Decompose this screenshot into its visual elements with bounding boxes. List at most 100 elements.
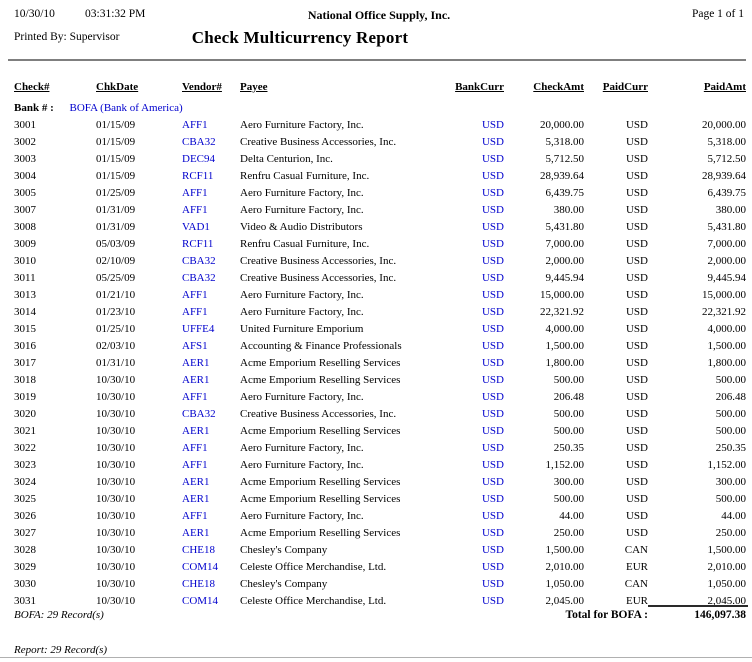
check-number-cell: 3022 (14, 442, 36, 454)
bank-curr-cell: USD (481, 153, 504, 165)
vendor-cell: CBA32 (182, 136, 216, 148)
payee-cell: Acme Emporium Reselling Services (240, 527, 401, 539)
chk-date-cell: 10/30/10 (96, 493, 136, 505)
check-amt-cell: 1,800.00 (545, 357, 585, 369)
paid-curr-cell: USD (625, 272, 648, 284)
bank-curr-cell: USD (481, 561, 504, 573)
chk-date-cell: 10/30/10 (96, 391, 136, 403)
bank-curr-cell: USD (481, 459, 504, 471)
table-row: 3028 10/30/10 CHE18 Chesley's Company USD 1,5… (14, 542, 746, 559)
vendor-cell: CBA32 (182, 272, 216, 284)
table-row: 3031 10/30/10 COM14 Celeste Office Merchand… (14, 593, 746, 610)
paid-curr-cell: USD (625, 238, 648, 250)
check-amt-cell: 500.00 (553, 425, 584, 437)
vendor-cell: UFFE4 (182, 323, 215, 335)
chk-date-cell: 01/23/10 (96, 306, 136, 318)
payee-cell: Creative Business Accessories, Inc. (240, 272, 397, 284)
col-header-bank-curr: BankCurr (455, 81, 504, 93)
payee-cell: United Furniture Emporium (240, 323, 364, 335)
bank-group-row: Bank # : BOFA (Bank of America) (14, 100, 746, 117)
table-row: 3022 10/30/10 AFF1 Aero Furniture Factory, … (14, 440, 746, 457)
chk-date-cell: 10/30/10 (96, 425, 136, 437)
col-header-chk-date: ChkDate (96, 81, 139, 93)
paid-amt-cell: 5,712.50 (707, 153, 747, 165)
check-number-cell: 3029 (14, 561, 36, 573)
table-row: 3025 10/30/10 AER1 Acme Emporium Reselling … (14, 491, 746, 508)
check-amt-cell: 2,045.00 (545, 595, 585, 607)
paid-curr-cell: USD (625, 289, 648, 301)
check-amt-cell: 380.00 (553, 204, 584, 216)
col-header-payee: Payee (240, 81, 268, 93)
payee-cell: Delta Centurion, Inc. (240, 153, 333, 165)
check-amt-cell: 1,500.00 (545, 544, 585, 556)
bank-curr-cell: USD (481, 289, 504, 301)
table-row: 3010 02/10/09 CBA32 Creative Business Acces… (14, 253, 746, 270)
bank-curr-cell: USD (481, 544, 504, 556)
bank-curr-cell: USD (481, 442, 504, 454)
page-bottom-rule (0, 657, 752, 658)
paid-amt-cell: 44.00 (721, 510, 746, 522)
vendor-cell: AFF1 (182, 187, 208, 199)
check-number-cell: 3031 (14, 595, 36, 607)
check-amt-cell: 7,000.00 (545, 238, 585, 250)
table-row: 3007 01/31/09 AFF1 Aero Furniture Factory, … (14, 202, 746, 219)
paid-amt-cell: 9,445.94 (707, 272, 747, 284)
print-time: 03:31:32 PM (85, 8, 146, 20)
paid-curr-cell: USD (625, 493, 648, 505)
chk-date-cell: 10/30/10 (96, 374, 136, 386)
chk-date-cell: 10/30/10 (96, 510, 136, 522)
check-number-cell: 3017 (14, 357, 36, 369)
table-row: 3021 10/30/10 AER1 Acme Emporium Reselling … (14, 423, 746, 440)
payee-cell: Creative Business Accessories, Inc. (240, 255, 397, 267)
check-amt-cell: 2,000.00 (545, 255, 585, 267)
payee-cell: Acme Emporium Reselling Services (240, 374, 401, 386)
bank-curr-cell: USD (481, 136, 504, 148)
table-row: 3014 01/23/10 AFF1 Aero Furniture Factory, … (14, 304, 746, 321)
payee-cell: Celeste Office Merchandise, Ltd. (240, 595, 387, 607)
check-amt-cell: 5,712.50 (545, 153, 585, 165)
report-header-line: 10/30/10 03:31:32 PM National Office Sup… (14, 8, 744, 24)
paid-amt-cell: 1,152.00 (707, 459, 747, 471)
vendor-cell: AFF1 (182, 289, 208, 301)
paid-curr-cell: CAN (624, 578, 648, 590)
payee-cell: Renfru Casual Furniture, Inc. (240, 170, 370, 182)
paid-amt-cell: 7,000.00 (707, 238, 747, 250)
check-amt-cell: 300.00 (553, 476, 584, 488)
bank-curr-cell: USD (481, 204, 504, 216)
chk-date-cell: 02/10/09 (96, 255, 136, 267)
column-header-row: Check# ChkDate Vendor# Payee BankCurr Ch… (14, 74, 746, 100)
col-header-paid-amt: PaidAmt (703, 81, 746, 93)
table-row: 3002 01/15/09 CBA32 Creative Business Acces… (14, 134, 746, 151)
payee-cell: Accounting & Finance Professionals (240, 340, 402, 352)
chk-date-cell: 01/31/10 (96, 357, 136, 369)
table-row: 3009 05/03/09 RCF11 Renfru Casual Furniture… (14, 236, 746, 253)
paid-curr-cell: USD (625, 340, 648, 352)
vendor-cell: AFF1 (182, 119, 208, 131)
payee-cell: Renfru Casual Furniture, Inc. (240, 238, 370, 250)
chk-date-cell: 01/15/09 (96, 170, 136, 182)
table-row: 3018 10/30/10 AER1 Acme Emporium Reselling … (14, 372, 746, 389)
payee-cell: Aero Furniture Factory, Inc. (240, 289, 364, 301)
paid-amt-cell: 4,000.00 (707, 323, 747, 335)
vendor-cell: CBA32 (182, 255, 216, 267)
check-amt-cell: 9,445.94 (545, 272, 585, 284)
payee-cell: Aero Furniture Factory, Inc. (240, 442, 364, 454)
vendor-cell: AER1 (182, 425, 210, 437)
check-number-cell: 3011 (14, 272, 36, 284)
table-row: 3024 10/30/10 AER1 Acme Emporium Reselling … (14, 474, 746, 491)
table-row: 3015 01/25/10 UFFE4 United Furniture Empori… (14, 321, 746, 338)
payee-cell: Chesley's Company (240, 544, 328, 556)
paid-amt-cell: 250.00 (715, 527, 746, 539)
vendor-cell: DEC94 (182, 153, 215, 165)
check-number-cell: 3013 (14, 289, 36, 301)
paid-curr-cell: USD (625, 510, 648, 522)
check-amt-cell: 206.48 (553, 391, 584, 403)
table-row: 3004 01/15/09 RCF11 Renfru Casual Furniture… (14, 168, 746, 185)
chk-date-cell: 05/03/09 (96, 238, 136, 250)
bank-label: Bank # : (14, 102, 54, 114)
chk-date-cell: 10/30/10 (96, 442, 136, 454)
bank-curr-cell: USD (481, 578, 504, 590)
payee-cell: Acme Emporium Reselling Services (240, 493, 401, 505)
total-for-bank-label: Total for BOFA : (565, 609, 648, 621)
bank-curr-cell: USD (481, 476, 504, 488)
